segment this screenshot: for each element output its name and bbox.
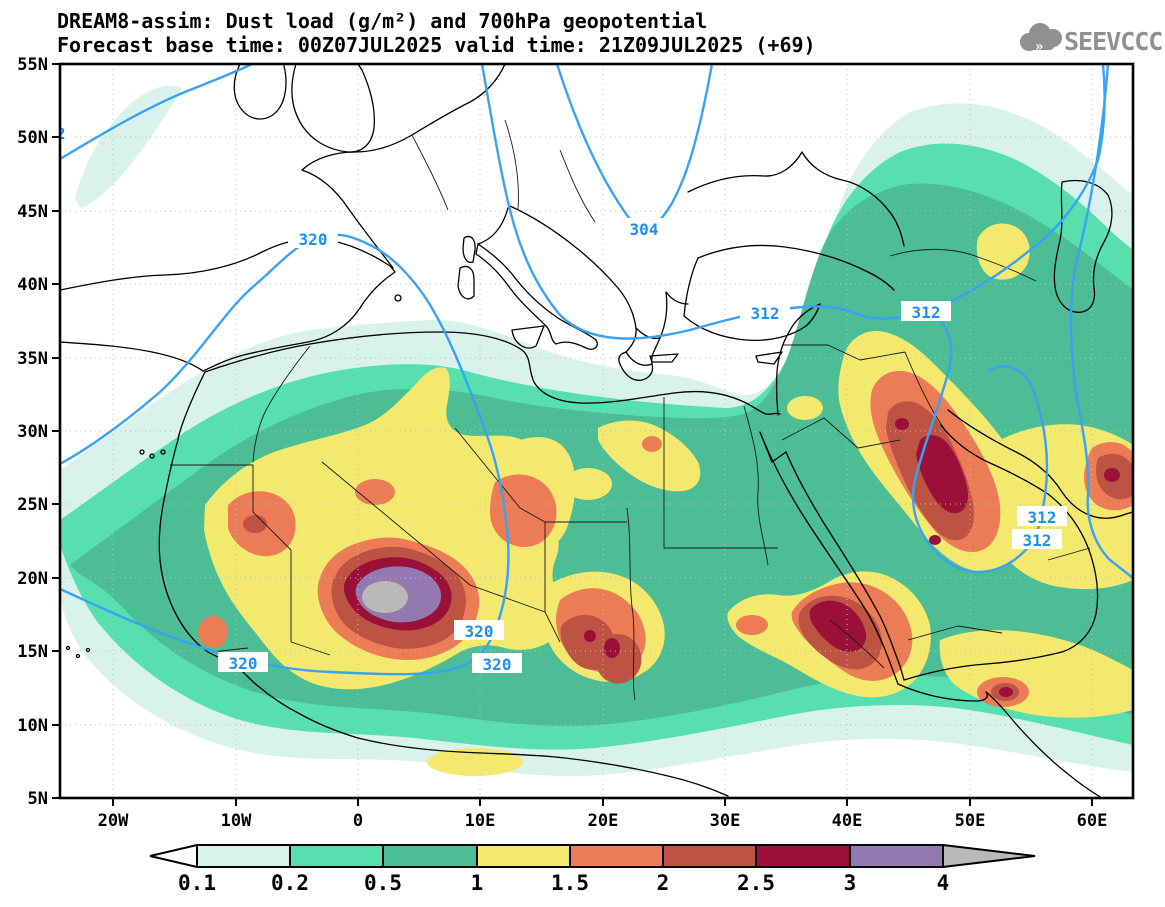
geo-label: 304: [630, 220, 659, 239]
lon-tick-label: 10E: [465, 811, 496, 831]
lat-axis: 55N 50N 45N 40N 35N 30N 25N 20N 15N 10N …: [17, 55, 48, 809]
colorbar-cell: [755, 844, 851, 868]
colorbar-tick-label: 2: [657, 871, 670, 895]
seevccc-logo: » SEEVCCC: [1020, 23, 1163, 56]
lon-tick-label: 10W: [221, 811, 252, 831]
lat-tick-label: 55N: [17, 55, 48, 75]
axis-ticks: [52, 63, 1093, 806]
colorbar-tick-label: 2.5: [737, 871, 775, 895]
colorbar-cell: [662, 844, 757, 868]
geo-label: 320: [299, 230, 328, 249]
country-borders: [170, 119, 1091, 701]
lat-tick-label: 35N: [17, 349, 48, 369]
colorbar-tick-label: 3: [844, 871, 857, 895]
header: DREAM8-assim: Dust load (g/m²) and 700hP…: [57, 9, 1163, 57]
lon-tick-label: 30E: [710, 811, 741, 831]
geo-label: 320: [465, 622, 494, 641]
colorbar-tick-label: 0.1: [178, 871, 216, 895]
geo-label: 312: [1028, 508, 1057, 527]
colorbar-tick-label: 0.2: [271, 871, 309, 895]
colorbar-tick-label: 0.5: [364, 871, 402, 895]
coastlines: [60, 64, 1133, 798]
lat-tick-label: 20N: [17, 569, 48, 589]
geo-label: 320: [229, 654, 258, 673]
svg-text:»: »: [1035, 39, 1043, 55]
geo-label: 312: [751, 304, 780, 323]
geo-label: 2: [56, 124, 66, 143]
lat-tick-label: 45N: [17, 202, 48, 222]
colorbar-cell: [382, 844, 478, 868]
lat-tick-label: 50N: [17, 128, 48, 148]
colorbar-cell: [849, 844, 944, 868]
colorbar-cell: [476, 844, 571, 868]
logo-text: SEEVCCC: [1064, 27, 1162, 56]
lat-tick-label: 10N: [17, 716, 48, 736]
map-canvas: 2 320 304 312 312 320 320 320 312 312: [56, 64, 1133, 798]
lat-tick-label: 25N: [17, 495, 48, 515]
lon-tick-label: 20E: [588, 811, 619, 831]
colorbar-tick-label: 1.5: [551, 871, 589, 895]
geo-label: 312: [912, 303, 941, 322]
geopotential-contours: [60, 64, 1133, 676]
colorbar-cell: [196, 844, 291, 868]
lat-tick-label: 5N: [28, 789, 48, 809]
geo-label: 320: [483, 655, 512, 674]
colorbar-labels: 0.1 0.2 0.5 1 1.5 2 2.5 3 4: [178, 871, 949, 895]
colorbar-tick-label: 1: [471, 871, 484, 895]
lat-tick-label: 30N: [17, 422, 48, 442]
colorbar-cell: [289, 844, 384, 868]
lon-tick-label: 60E: [1077, 811, 1108, 831]
page-title: DREAM8-assim: Dust load (g/m²) and 700hP…: [57, 9, 707, 33]
lon-tick-label: 40E: [832, 811, 863, 831]
colorbar: 0.1 0.2 0.5 1 1.5 2 2.5 3 4: [149, 843, 1036, 895]
colorbar-cell: [569, 844, 664, 868]
lon-tick-label: 50E: [955, 811, 986, 831]
colorbar-tick-label: 4: [937, 871, 950, 895]
lon-tick-label: 20W: [98, 811, 129, 831]
map-frame: 55N 50N 45N 40N 35N 30N 25N 20N 15N 10N …: [17, 55, 1135, 831]
colorbar-under-range: [149, 843, 198, 869]
lat-tick-label: 40N: [17, 275, 48, 295]
colorbar-over-range: [942, 843, 1036, 869]
lon-axis: 20W 10W 0 10E 20E 30E 40E 50E 60E: [98, 811, 1108, 831]
dust-layer-4: [362, 581, 408, 613]
geopotential-labels: 2 320 304 312 312 320 320 320 312 312: [56, 122, 1067, 674]
page-subtitle: Forecast base time: 00Z07JUL2025 valid t…: [57, 33, 816, 57]
lon-tick-label: 0: [353, 811, 363, 831]
cloud-icon: »: [1020, 23, 1062, 55]
lat-tick-label: 15N: [17, 642, 48, 662]
geo-label: 312: [1023, 531, 1052, 550]
